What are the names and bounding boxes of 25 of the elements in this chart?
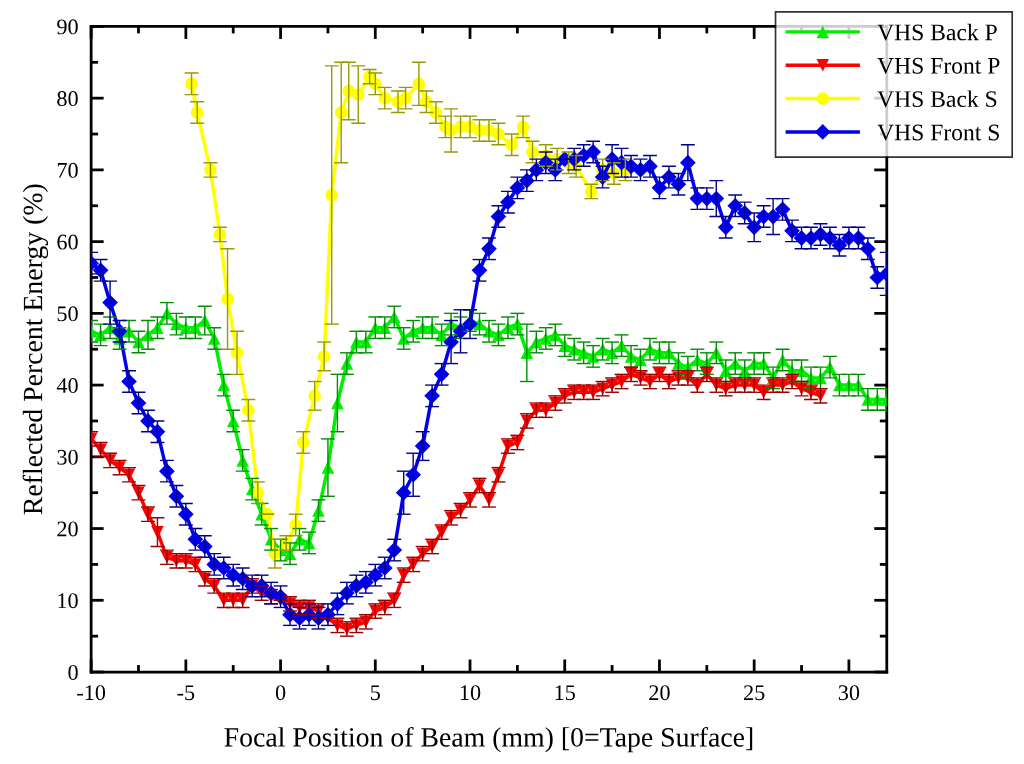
legend-label: VHS Front P	[877, 57, 1000, 74]
legend-label: VHS Back S	[877, 90, 997, 108]
x-tick-label: 30	[838, 685, 860, 701]
x-tick-label: 10	[460, 685, 481, 701]
legend-label: VHS Front S	[877, 124, 999, 141]
x-tick-label: -10	[77, 685, 106, 701]
y-tick-label: 50	[57, 306, 78, 322]
y-axis-title: Reflected Percent Energy (%)	[22, 184, 49, 515]
y-tick-label: 70	[57, 162, 78, 178]
y-tick-label: 80	[57, 91, 78, 107]
x-tick-label: 0	[275, 685, 286, 701]
x-tick-label: 20	[649, 685, 670, 701]
x-tick-label: 15	[555, 685, 575, 701]
x-tick-label: -5	[177, 685, 195, 701]
y-tick-label: 20	[57, 521, 78, 537]
y-tick-label: 40	[56, 378, 78, 394]
y-tick-label: 0	[68, 664, 78, 680]
x-axis-title: Focal Position of Beam (mm) [0=Tape Surface]	[224, 726, 753, 753]
y-tick-label: 60	[57, 234, 78, 250]
y-tick-label: 90	[57, 19, 78, 35]
x-tick-label: 5	[371, 685, 380, 701]
x-tick-label: 25	[744, 685, 765, 701]
y-tick-label: 30	[57, 449, 78, 465]
y-tick-label: 10	[58, 593, 78, 609]
legend-label: VHS Back P	[877, 23, 997, 41]
